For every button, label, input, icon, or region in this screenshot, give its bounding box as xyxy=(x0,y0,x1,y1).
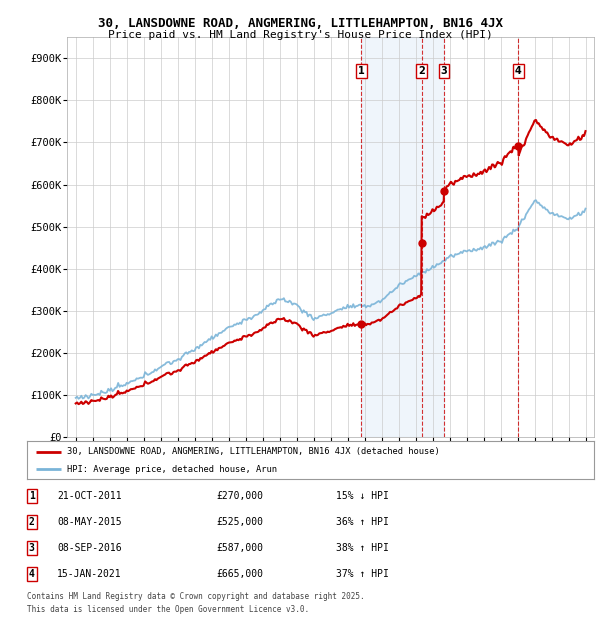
Text: Contains HM Land Registry data © Crown copyright and database right 2025.: Contains HM Land Registry data © Crown c… xyxy=(27,592,365,601)
Text: 21-OCT-2011: 21-OCT-2011 xyxy=(57,491,122,501)
Text: £270,000: £270,000 xyxy=(216,491,263,501)
Text: 08-SEP-2016: 08-SEP-2016 xyxy=(57,543,122,553)
Bar xyxy=(361,37,444,437)
Text: 2: 2 xyxy=(29,517,35,527)
Text: 2: 2 xyxy=(418,66,425,76)
Text: 08-MAY-2015: 08-MAY-2015 xyxy=(57,517,122,527)
Text: 3: 3 xyxy=(29,543,35,553)
Text: 38% ↑ HPI: 38% ↑ HPI xyxy=(336,543,389,553)
Text: 1: 1 xyxy=(358,66,365,76)
Text: £525,000: £525,000 xyxy=(216,517,263,527)
Text: 4: 4 xyxy=(29,569,35,579)
Text: Price paid vs. HM Land Registry's House Price Index (HPI): Price paid vs. HM Land Registry's House … xyxy=(107,30,493,40)
Text: 36% ↑ HPI: 36% ↑ HPI xyxy=(336,517,389,527)
Text: £587,000: £587,000 xyxy=(216,543,263,553)
Text: This data is licensed under the Open Government Licence v3.0.: This data is licensed under the Open Gov… xyxy=(27,604,309,614)
Text: 4: 4 xyxy=(515,66,521,76)
Text: 3: 3 xyxy=(441,66,448,76)
Text: 37% ↑ HPI: 37% ↑ HPI xyxy=(336,569,389,579)
Text: 15-JAN-2021: 15-JAN-2021 xyxy=(57,569,122,579)
Text: 1: 1 xyxy=(29,491,35,501)
Text: 15% ↓ HPI: 15% ↓ HPI xyxy=(336,491,389,501)
Text: £665,000: £665,000 xyxy=(216,569,263,579)
Text: 30, LANSDOWNE ROAD, ANGMERING, LITTLEHAMPTON, BN16 4JX: 30, LANSDOWNE ROAD, ANGMERING, LITTLEHAM… xyxy=(97,17,503,30)
Text: HPI: Average price, detached house, Arun: HPI: Average price, detached house, Arun xyxy=(67,465,277,474)
Text: 30, LANSDOWNE ROAD, ANGMERING, LITTLEHAMPTON, BN16 4JX (detached house): 30, LANSDOWNE ROAD, ANGMERING, LITTLEHAM… xyxy=(67,448,439,456)
